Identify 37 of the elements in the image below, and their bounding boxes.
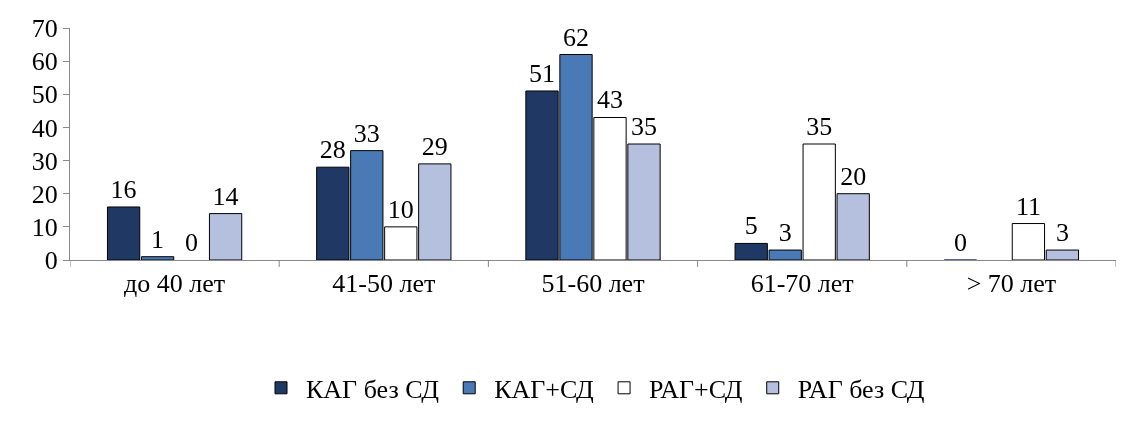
legend-label: РАГ без СД: [797, 374, 925, 404]
data-label: 51: [529, 58, 556, 88]
data-label: 10: [387, 194, 414, 224]
legend-label: КАГ+СД: [494, 374, 595, 404]
x-tick-label: до 40 лет: [124, 269, 226, 299]
x-tick-label: 61-70 лет: [750, 269, 854, 299]
data-label: 28: [319, 135, 346, 165]
data-label: 35: [630, 112, 657, 141]
legend-label: РАГ+СД: [649, 374, 743, 404]
y-tick-label: 30: [31, 146, 58, 176]
data-label: 11: [1015, 191, 1041, 221]
y-tick-label: 40: [31, 113, 58, 143]
data-label: 0: [185, 228, 199, 257]
data-label: 43: [597, 85, 623, 115]
y-tick-label: 0: [44, 246, 58, 276]
bar: [208, 213, 243, 260]
data-label: 16: [110, 174, 137, 204]
data-label: 62: [563, 22, 589, 52]
y-tick-label: 70: [31, 14, 58, 44]
legend-label: КАГ без СД: [306, 374, 440, 404]
data-label: 5: [744, 211, 758, 241]
data-label: 33: [353, 118, 380, 148]
x-tick-label: > 70 лет: [966, 269, 1057, 299]
x-tick-label: 51-60 лет: [541, 269, 645, 299]
data-label: 35: [806, 112, 833, 141]
x-tick-label: 41-50 лет: [332, 269, 436, 299]
y-tick-label: 20: [31, 179, 58, 209]
data-label: 20: [840, 161, 867, 191]
data-label: 0: [953, 228, 967, 257]
data-label: 3: [1055, 218, 1069, 248]
data-label: 29: [421, 131, 448, 161]
data-label: 1: [151, 224, 165, 254]
data-label: 3: [778, 218, 792, 248]
data-label: 14: [212, 181, 239, 211]
y-tick-label: 10: [31, 212, 58, 242]
y-tick-label: 50: [31, 80, 58, 110]
y-tick-label: 60: [31, 47, 58, 77]
